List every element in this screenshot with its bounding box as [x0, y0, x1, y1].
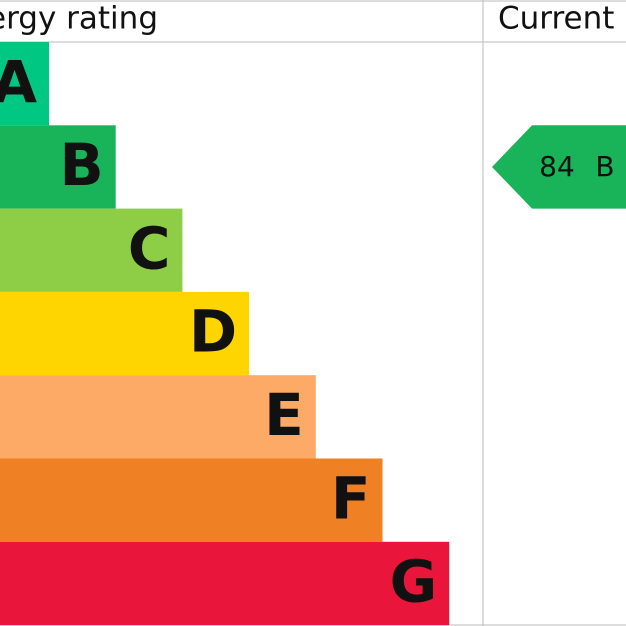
band-letter: D	[189, 298, 237, 366]
band-letter: C	[128, 214, 171, 282]
rating-band	[0, 458, 383, 542]
band-letter: F	[331, 464, 371, 532]
rating-band	[0, 541, 450, 626]
rating-band	[0, 125, 116, 209]
band-letter: A	[0, 48, 37, 116]
rating-band	[0, 291, 250, 376]
header-current: Current	[498, 1, 614, 37]
band-letter: G	[390, 548, 438, 616]
rating-band	[0, 42, 49, 126]
rating-band	[0, 208, 183, 292]
header-title: Energy rating	[0, 1, 158, 37]
band-letter: E	[264, 381, 304, 449]
rating-band	[0, 375, 316, 459]
current-score: 84	[539, 150, 575, 183]
band-letter: B	[59, 131, 103, 199]
current-arrow	[492, 125, 626, 209]
current-band: B	[595, 150, 614, 183]
